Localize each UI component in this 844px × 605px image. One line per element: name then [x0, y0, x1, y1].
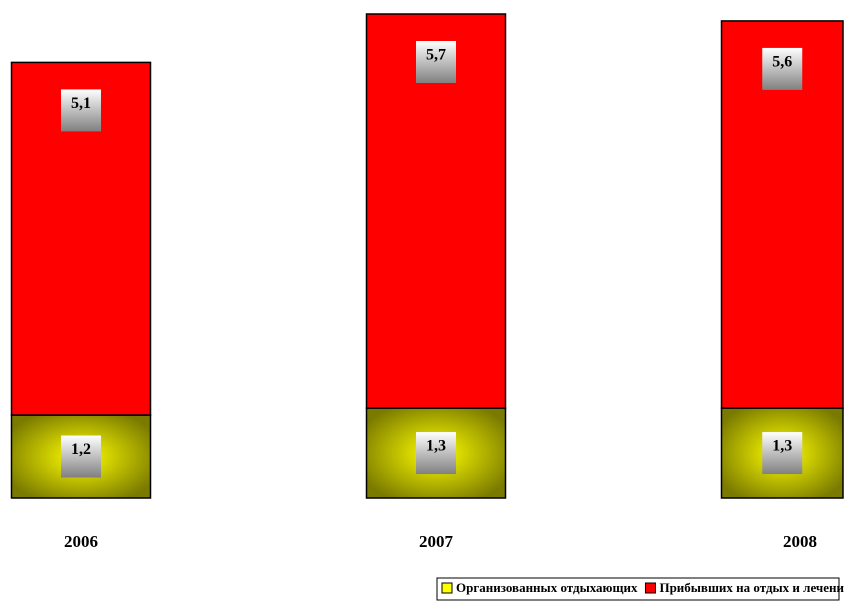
data-label: 5,6: [772, 54, 792, 71]
data-label-box: [762, 432, 803, 475]
data-label: 5,1: [71, 95, 91, 112]
data-label: 1,3: [772, 438, 792, 455]
legend-label: Организованных отдыхающих: [456, 580, 638, 595]
data-label: 5,7: [426, 47, 446, 64]
data-label: 1,3: [426, 438, 446, 455]
data-label-box: [61, 89, 101, 132]
legend-swatch: [644, 582, 656, 594]
data-label-box: [61, 435, 101, 478]
legend-box: [436, 577, 840, 601]
x-tick-label: 2006: [64, 532, 98, 551]
x-tick-label: 2007: [419, 532, 454, 551]
data-label-box: [762, 47, 803, 90]
legend-swatch: [441, 582, 453, 594]
x-tick-label: 2008: [783, 532, 817, 551]
data-label-box: [416, 432, 456, 475]
legend-label: Прибывших на отдых и лечение, всего: [659, 580, 844, 595]
data-label: 1,2: [71, 441, 91, 458]
data-label-box: [416, 41, 456, 83]
